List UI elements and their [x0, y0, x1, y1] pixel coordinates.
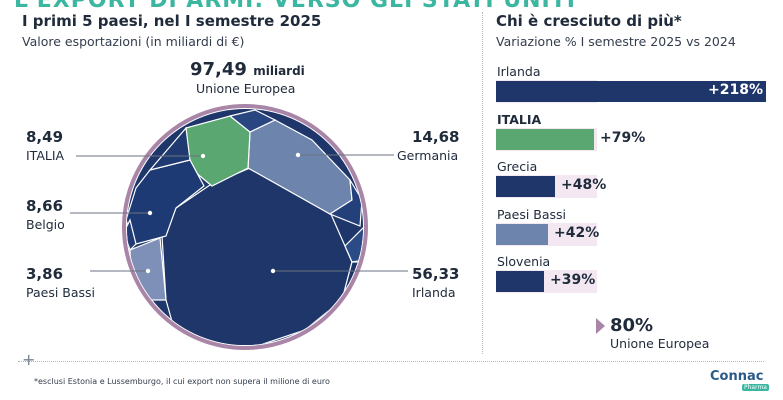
panel-divider [482, 12, 483, 354]
bar-value-irlanda: +218% [708, 82, 763, 98]
footer-divider [18, 361, 764, 362]
dot-belgio [147, 210, 153, 216]
label-italia: ITALIA [26, 148, 65, 163]
bar-label-italia: ITALIA [497, 112, 542, 127]
bar-grecia [496, 176, 555, 197]
brand-logo-sub: Pharma [742, 384, 769, 391]
bar-label-paesi-bassi: Paesi Bassi [497, 207, 567, 222]
bar-slovenia [496, 271, 544, 292]
bar-paesi-bassi [496, 224, 548, 245]
pie-chart-title: I primi 5 paesi, nel I semestre 2025 [22, 12, 322, 30]
bar-value-slovenia: +39% [550, 272, 596, 288]
crosshair-icon: + [22, 350, 36, 369]
brand-logo: Connac [710, 369, 764, 384]
chart-ring [122, 104, 368, 350]
bar-value-italia: +79% [600, 130, 646, 146]
label-belgio: Belgio [26, 217, 65, 232]
bar-label-grecia: Grecia [497, 159, 538, 174]
value-belgio: 8,66 [26, 197, 64, 215]
value-germania: 14,68 [412, 128, 460, 146]
label-paesi-bassi: Paesi Bassi [26, 285, 96, 300]
value-italia: 8,49 [26, 128, 64, 146]
bar-irlanda [496, 81, 766, 102]
cell-minor [228, 109, 277, 133]
eu-reference-value: 80% [610, 315, 654, 336]
bar-chart-subtitle: Variazione % I semestre 2025 vs 2024 [496, 34, 736, 49]
eu-reference-label: Unione Europea [610, 336, 710, 351]
dot-germania [295, 152, 301, 158]
cell-minor [127, 218, 137, 252]
eu-total-value: 97,49 miliardi [190, 59, 305, 80]
value-irlanda: 56,33 [412, 265, 460, 283]
dot-paesi-bassi [145, 268, 151, 274]
top-title: L'EXPORT DI ARMI: VERSO GLI STATI UNITI [14, 0, 576, 13]
label-germania: Germania [397, 148, 459, 163]
dot-irlanda [270, 268, 276, 274]
dot-italia [200, 153, 206, 159]
bar-value-grecia: +48% [561, 177, 607, 193]
value-paesi-bassi: 3,86 [26, 265, 64, 283]
label-irlanda: Irlanda [412, 285, 456, 300]
bar-label-irlanda: Irlanda [497, 64, 541, 79]
eu-total-label: Unione Europea [196, 81, 296, 96]
bar-label-slovenia: Slovenia [497, 254, 551, 269]
bar-value-paesi-bassi: +42% [554, 225, 600, 241]
cell-minor [148, 126, 191, 172]
bar-italia [496, 129, 594, 150]
footnote: *esclusi Estonia e Lussemburgo, il cui e… [34, 377, 330, 386]
pie-chart-subtitle: Valore esportazioni (in miliardi di €) [22, 34, 245, 49]
cell-minor [344, 224, 363, 263]
eu-total-unit: miliardi [253, 64, 305, 78]
eu-reference-arrow-icon [596, 318, 605, 334]
bar-chart-title: Chi è cresciuto di più* [496, 12, 682, 30]
eu-total-number: 97,49 [190, 59, 247, 80]
